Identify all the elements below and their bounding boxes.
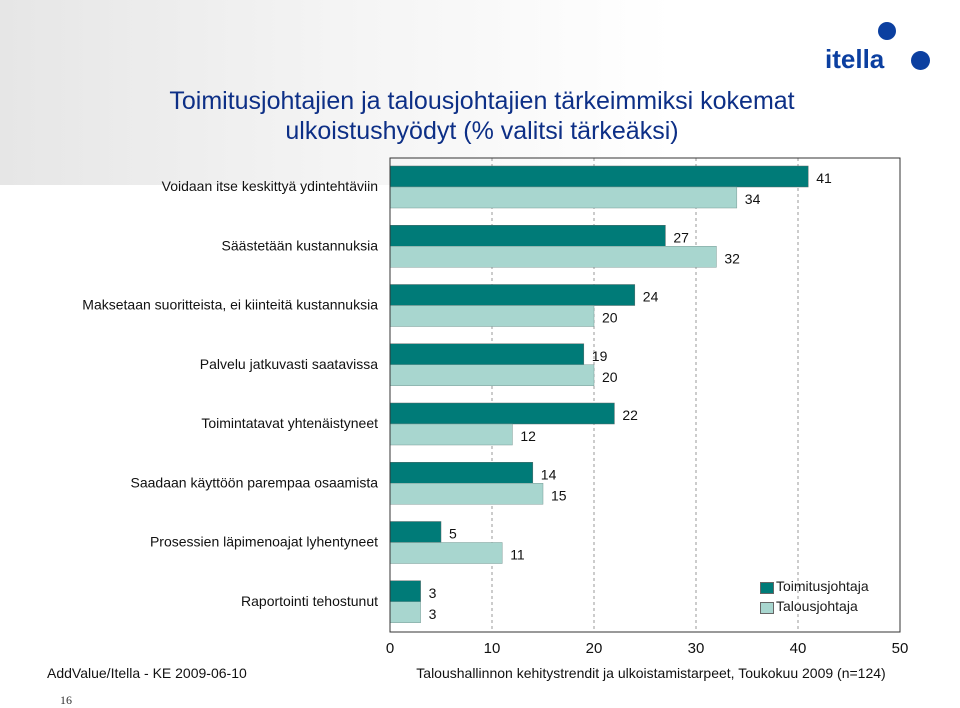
x-tick-labels: 0 10 20 30 40 50 [386,640,909,657]
x-tick-label: 40 [790,640,807,657]
logo-dot-end-icon [911,51,930,70]
data-label-series2: 20 [602,369,618,385]
bar-series2 [389,305,595,327]
category-label: Maksetaan suoritteista, ei kiinteitä kus… [82,297,378,313]
footer-survey-note: Taloushallinnon kehitystrendit ja ulkois… [416,665,886,681]
bar-series1 [389,225,666,247]
logo-text: itella [825,44,885,74]
legend-swatch-series1 [760,582,774,594]
chart-title-line1: Toimitusjohtajien ja talousjohtajien tär… [169,87,795,115]
bar-series2 [389,601,421,623]
bar-series1 [389,343,585,365]
data-label-series2: 12 [520,428,536,444]
bar-series1 [389,402,615,425]
data-label-series1: 19 [592,348,608,364]
x-tick-label: 10 [484,640,501,657]
legend-label-series1: Toimitusjohtaja [776,578,869,594]
data-label-series1: 24 [643,289,659,305]
category-label: Raportointi tehostunut [241,593,378,609]
bar-series2 [389,483,544,505]
header-background [0,0,960,185]
category-label: Säästetään kustannuksia [222,237,379,253]
category-label: Toimintatavat yhtenäistyneet [201,415,378,431]
data-label-series2: 3 [429,606,437,622]
category-label: Prosessien läpimenoajat lyhentyneet [150,534,378,550]
logo-dot-icon [878,22,896,40]
x-tick-label: 30 [688,640,705,657]
itella-logo: itella [818,20,938,80]
bar-series2 [389,186,738,209]
x-tick-label: 20 [586,640,603,657]
data-label-series1: 27 [673,229,689,245]
category-labels: Voidaan itse keskittyä ydintehtäviin Sääs… [82,178,378,609]
data-label-series1: 22 [622,407,638,423]
chart-title-line2: ulkoistushyödyt (% valitsi tärkeäksi) [285,117,679,145]
plot-frame [389,157,901,633]
bar-series1 [389,165,809,188]
data-label-series1: 5 [449,526,457,542]
bar-series1 [389,284,636,306]
bar-series2 [389,542,503,564]
page-number: 16 [60,693,72,707]
value-labels: 41 34 27 32 24 20 19 20 22 12 14 15 5 11 3 3 [429,170,832,622]
bar-series2 [389,423,513,446]
data-label-series2: 20 [602,310,618,326]
legend-swatch-series2 [760,602,774,614]
x-tick-label: 50 [892,640,909,657]
data-label-series2: 11 [510,547,525,563]
x-tick-label: 0 [386,640,394,657]
legend-label-series2: Talousjohtaja [776,598,858,614]
data-label-series2: 15 [551,487,567,503]
bar-series2 [389,246,717,268]
category-label: Saadaan käyttöön parempaa osaamista [131,474,379,490]
chart-title: Toimitusjohtajien ja talousjohtajien tär… [122,86,842,146]
category-label: Voidaan itse keskittyä ydintehtäviin [162,178,378,194]
bars [389,165,809,623]
bar-series1 [389,580,421,602]
data-label-series1: 14 [541,466,557,482]
bar-series2 [389,364,595,386]
category-label: Palvelu jatkuvasti saatavissa [200,356,378,372]
bar-series1 [389,521,442,543]
data-label-series1: 3 [429,585,437,601]
data-label-series1: 41 [816,170,832,186]
footer-source: AddValue/Itella - KE 2009-06-10 [47,665,247,681]
data-label-series2: 32 [724,250,740,266]
bar-series1 [389,462,534,484]
data-label-series2: 34 [745,191,761,207]
